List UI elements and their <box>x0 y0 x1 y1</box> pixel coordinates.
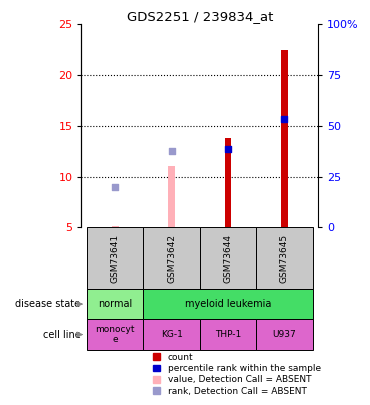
Bar <box>87 289 144 319</box>
Bar <box>225 138 231 227</box>
Text: cell line: cell line <box>43 330 80 339</box>
Bar <box>200 319 256 350</box>
Bar <box>144 319 200 350</box>
Point <box>225 146 231 152</box>
Legend: count, percentile rank within the sample, value, Detection Call = ABSENT, rank, : count, percentile rank within the sample… <box>152 352 322 396</box>
Text: U937: U937 <box>272 330 296 339</box>
Bar <box>200 227 256 289</box>
Bar <box>256 227 313 289</box>
Bar <box>144 227 200 289</box>
Text: disease state: disease state <box>15 299 80 309</box>
Point <box>282 115 287 122</box>
Bar <box>281 50 288 227</box>
Bar <box>144 289 313 319</box>
Title: GDS2251 / 239834_at: GDS2251 / 239834_at <box>127 10 273 23</box>
Bar <box>87 319 144 350</box>
Bar <box>256 319 313 350</box>
Text: normal: normal <box>98 299 132 309</box>
Text: KG-1: KG-1 <box>161 330 182 339</box>
Text: monocyt
e: monocyt e <box>95 325 135 344</box>
Point <box>112 183 118 190</box>
Point <box>169 148 175 154</box>
Text: GSM73645: GSM73645 <box>280 234 289 283</box>
Text: GSM73642: GSM73642 <box>167 234 176 283</box>
Bar <box>112 226 119 227</box>
Bar <box>87 227 144 289</box>
Text: GSM73641: GSM73641 <box>111 234 120 283</box>
Bar <box>168 166 175 227</box>
Text: THP-1: THP-1 <box>215 330 241 339</box>
Text: GSM73644: GSM73644 <box>223 234 232 283</box>
Text: myeloid leukemia: myeloid leukemia <box>185 299 271 309</box>
